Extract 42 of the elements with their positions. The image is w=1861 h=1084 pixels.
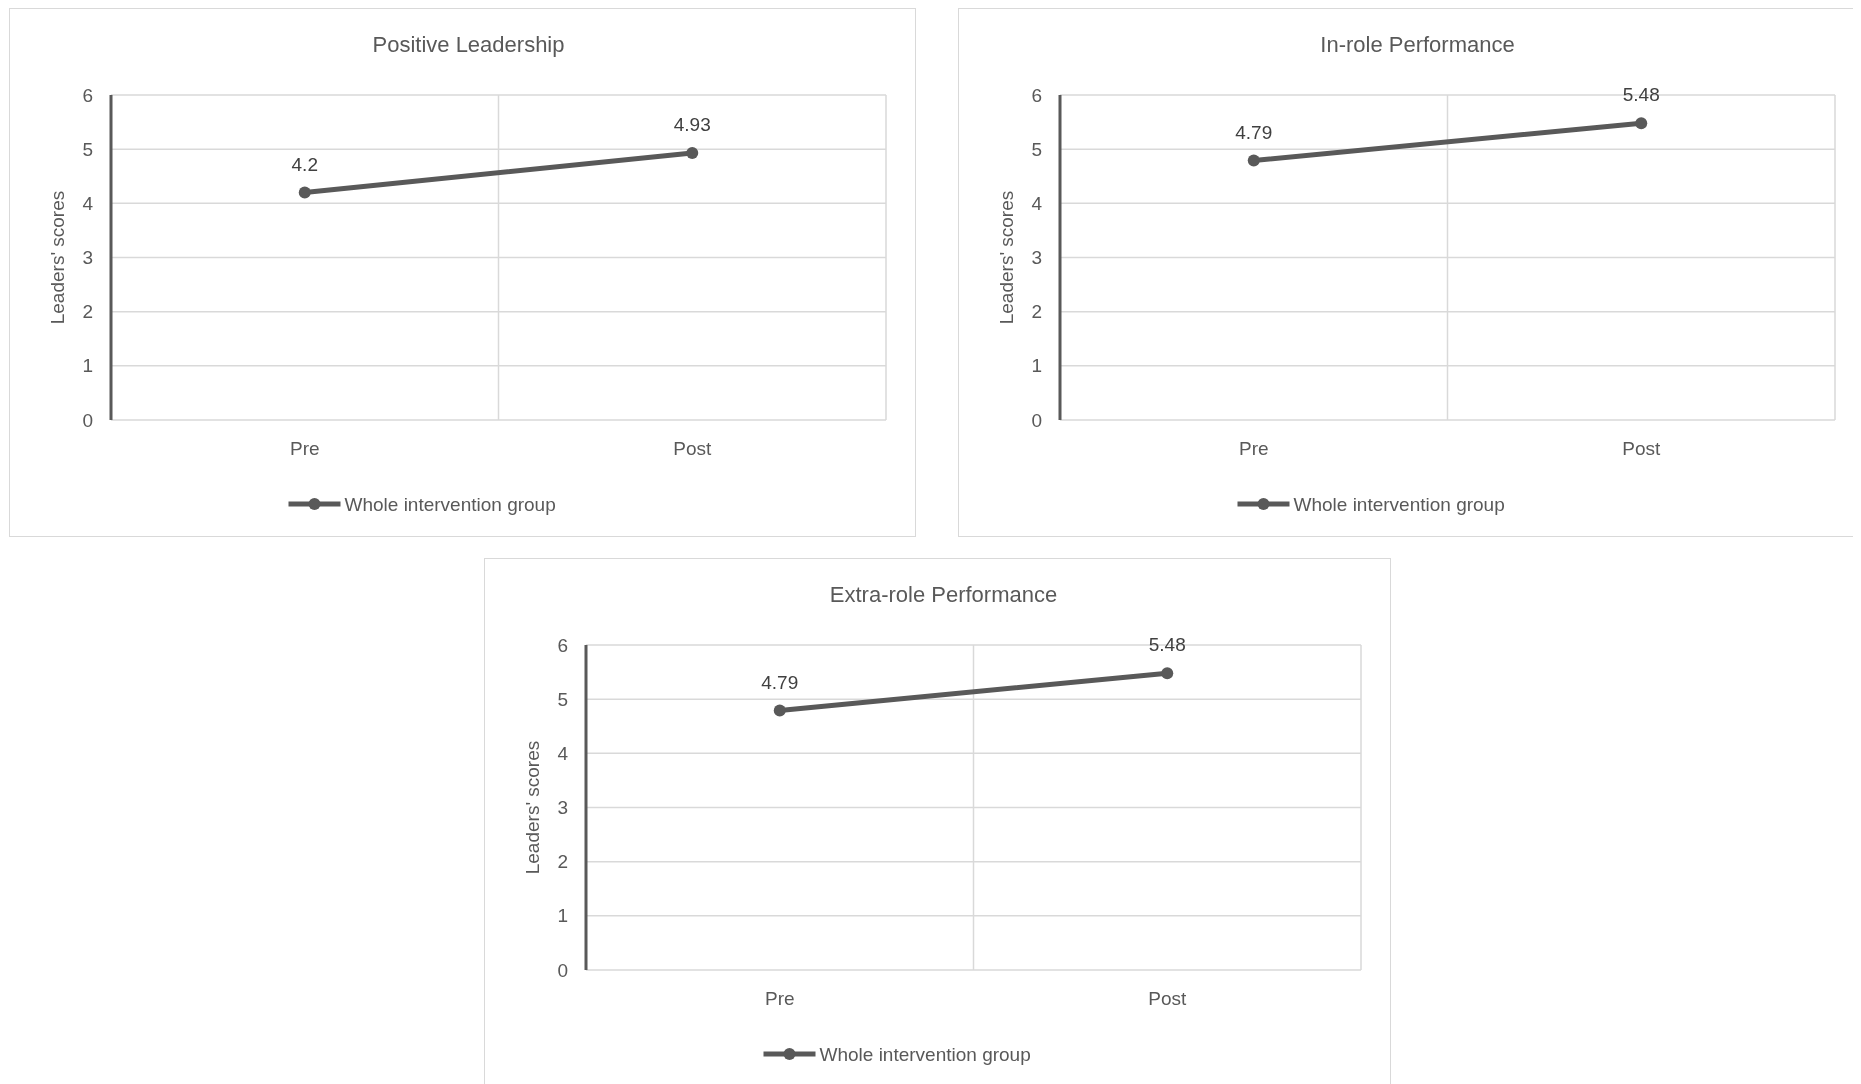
y-axis-title: Leaders' scores [522, 740, 543, 875]
y-tick-label: 5 [1031, 138, 1042, 160]
y-tick-label: 5 [557, 688, 568, 710]
chart-title: Extra-role Performance [829, 582, 1058, 607]
y-tick-label: 1 [557, 905, 568, 927]
x-tick-label: Pre [289, 438, 320, 459]
y-tick-label: 4 [1031, 192, 1043, 214]
y-tick-label: 2 [82, 301, 93, 323]
data-label: 5.48 [1148, 634, 1186, 656]
y-tick-label: 1 [1031, 355, 1042, 377]
y-axis-title: Leaders' scores [996, 190, 1017, 325]
y-tick-label: 1 [82, 355, 93, 377]
data-label: 5.48 [1622, 84, 1660, 106]
y-tick-label: 0 [82, 409, 93, 431]
y-tick-label: 2 [557, 851, 568, 873]
x-tick-label: Post [1148, 988, 1187, 1009]
y-tick-label: 3 [82, 247, 93, 269]
x-tick-label: Post [673, 438, 712, 459]
y-tick-label: 6 [82, 84, 93, 106]
y-tick-label: 2 [1031, 301, 1042, 323]
x-tick-label: Post [1622, 438, 1661, 459]
y-tick-label: 4 [82, 192, 94, 214]
y-tick-label: 3 [1031, 247, 1042, 269]
data-label: 4.2 [291, 153, 318, 175]
y-tick-label: 4 [557, 742, 569, 764]
chart-title: Positive Leadership [372, 32, 565, 57]
y-tick-label: 0 [557, 959, 568, 981]
data-label: 4.79 [1235, 121, 1273, 143]
x-tick-label: Pre [764, 988, 795, 1009]
y-tick-label: 6 [557, 634, 568, 656]
legend-label: Whole intervention group [344, 493, 556, 515]
y-tick-label: 5 [82, 138, 93, 160]
chart-title: In-role Performance [1320, 32, 1515, 57]
y-tick-label: 3 [557, 797, 568, 819]
y-tick-label: 6 [1031, 84, 1042, 106]
legend-label: Whole intervention group [819, 1043, 1031, 1065]
y-tick-label: 0 [1031, 409, 1042, 431]
data-label: 4.93 [673, 113, 711, 135]
legend-label: Whole intervention group [1293, 493, 1505, 515]
data-label: 4.79 [761, 671, 799, 693]
y-axis-title: Leaders' scores [47, 190, 68, 325]
x-tick-label: Pre [1238, 438, 1269, 459]
